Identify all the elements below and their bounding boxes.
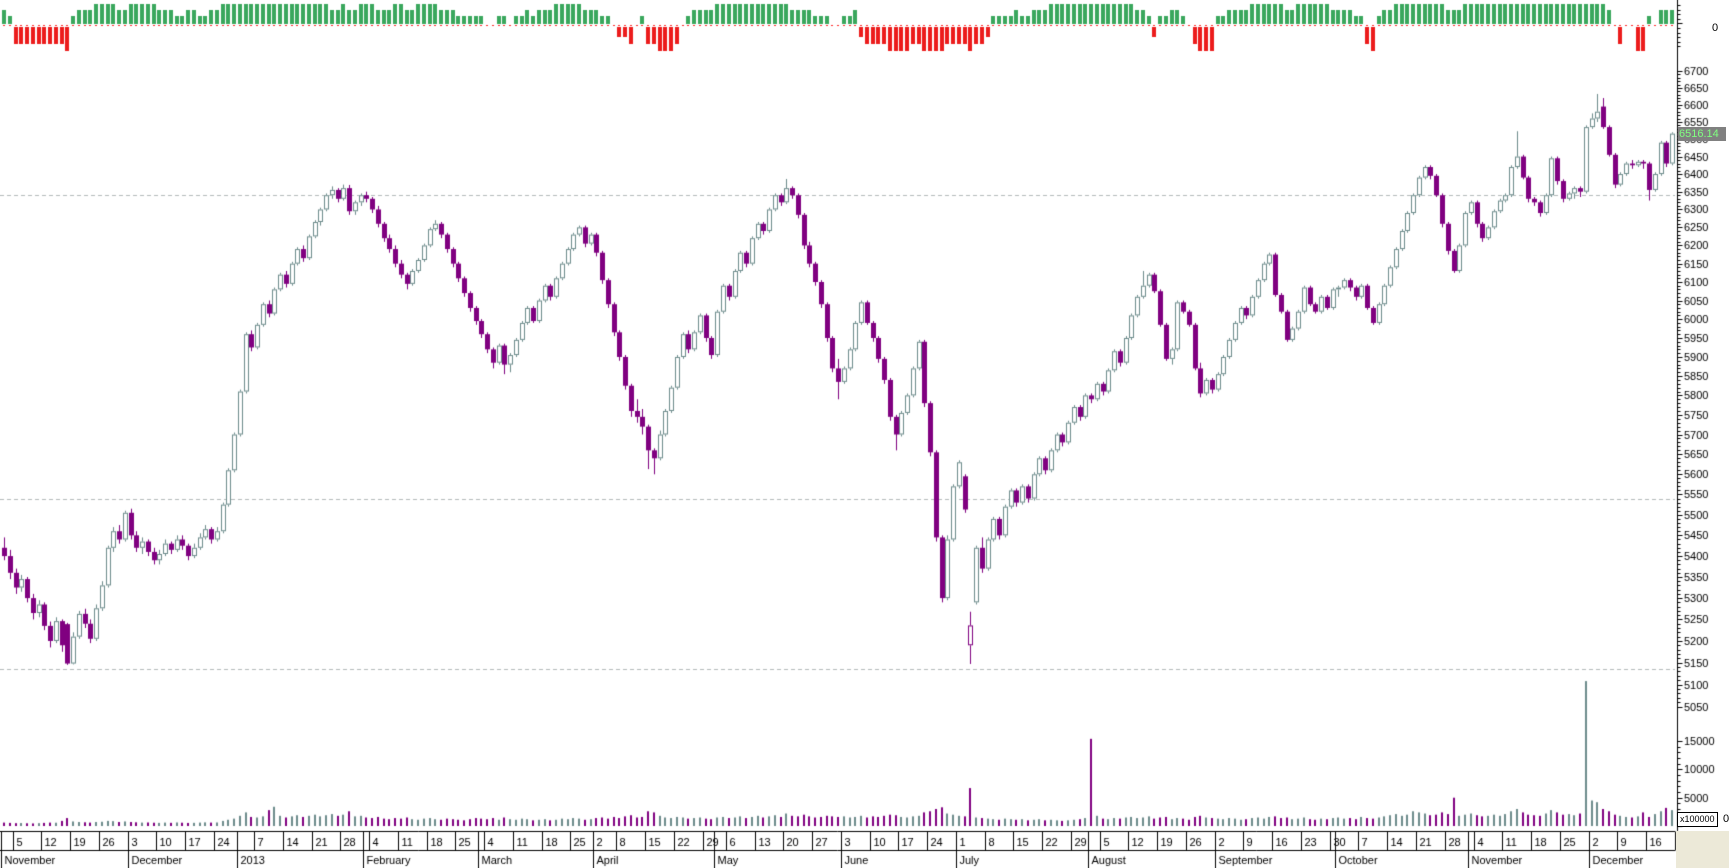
- corner-filler: [1676, 831, 1729, 868]
- volume-zero-label: 0: [1723, 813, 1729, 825]
- last-price-badge: 6516.14: [1678, 127, 1726, 141]
- volume-multiplier-label: x100000: [1677, 812, 1718, 827]
- indicator-zero-label: 0: [1712, 22, 1719, 34]
